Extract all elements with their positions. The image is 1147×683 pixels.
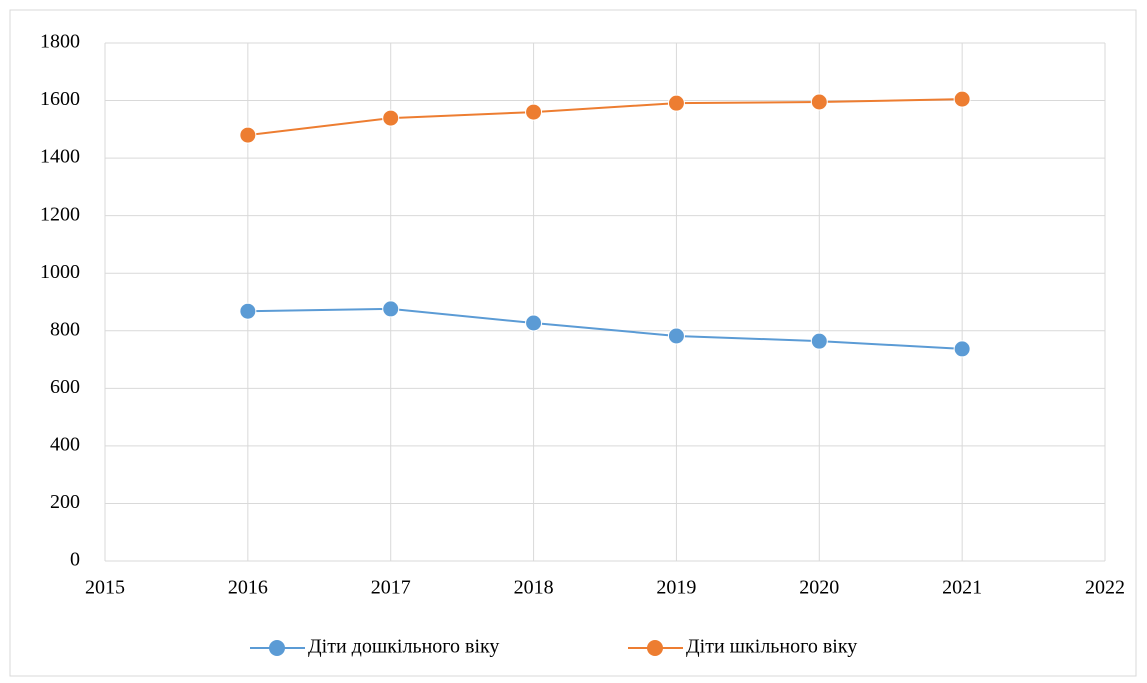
y-tick-label: 200 [50, 491, 80, 513]
legend-marker [647, 640, 663, 656]
series-line [247, 307, 963, 350]
legend-label: Діти шкільного віку [686, 636, 857, 658]
y-tick-label: 1400 [40, 146, 80, 168]
data-point [667, 94, 685, 112]
data-point [667, 327, 685, 345]
data-point [525, 314, 543, 332]
x-tick-label: 2018 [514, 577, 554, 599]
series-line [247, 98, 963, 137]
x-tick-label: 2019 [656, 577, 696, 599]
x-tick-label: 2016 [228, 577, 268, 599]
y-tick-label: 1200 [40, 203, 80, 225]
data-point [810, 93, 828, 111]
x-tick-label: 2017 [371, 577, 411, 599]
y-tick-label: 1600 [40, 88, 80, 110]
data-point [239, 302, 257, 320]
legend: Діти дошкільного віку Діти шкільного віку [250, 636, 857, 658]
data-point [525, 103, 543, 121]
x-tick-label: 2020 [799, 577, 839, 599]
y-tick-label: 600 [50, 376, 80, 398]
data-point [953, 340, 971, 358]
y-tick-label: 800 [50, 318, 80, 340]
data-point [382, 109, 400, 127]
data-point [810, 332, 828, 350]
x-tick-label: 2021 [942, 577, 982, 599]
data-point [953, 90, 971, 108]
data-point [382, 300, 400, 318]
y-tick-label: 1800 [40, 31, 80, 53]
y-tick-label: 1000 [40, 261, 80, 283]
y-tick-label: 400 [50, 433, 80, 455]
y-tick-label: 0 [70, 549, 80, 571]
legend-label: Діти дошкільного віку [308, 636, 499, 658]
x-tick-label: 2022 [1085, 577, 1125, 599]
chart-border [9, 9, 1137, 677]
legend-marker [269, 640, 285, 656]
data-point [239, 126, 257, 144]
x-tick-label: 2015 [85, 577, 125, 599]
